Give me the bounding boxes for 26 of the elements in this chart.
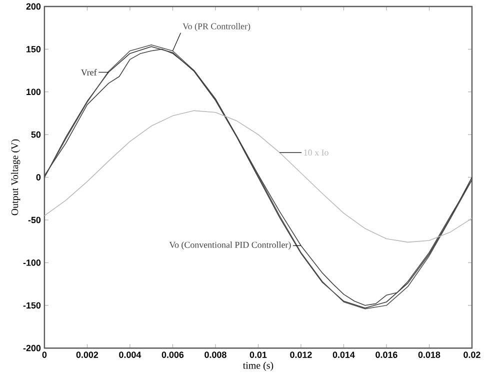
y-tick-label: 100 — [26, 88, 41, 96]
text: Vo (PR Controller) — [182, 22, 250, 32]
x-tick-label: 0.02 — [464, 352, 480, 358]
series-label: 10 x Io — [304, 149, 328, 156]
y-tick-label: -200 — [23, 344, 41, 352]
x-tick-label: 0.008 — [204, 352, 226, 358]
y-axis-title: Output Voltage (V) — [11, 139, 20, 216]
series-label: Vo (Conventional PID Controller) — [169, 242, 291, 250]
y-tick-label: 50 — [31, 131, 41, 138]
x-tick-label: 0 — [42, 352, 47, 358]
y-tick-label: -50 — [28, 216, 41, 224]
x-tick-label: 0.004 — [119, 352, 142, 358]
x-tick-label: 0.016 — [376, 352, 398, 358]
y-tick-label: 0 — [36, 174, 41, 180]
y-tick-label: 200 — [26, 3, 41, 10]
y-tick-label: -150 — [23, 302, 41, 309]
x-axis-title: time (s) — [242, 362, 274, 371]
x-tick-label: 0.012 — [290, 352, 312, 358]
series-label: Vref — [81, 68, 97, 76]
x-tick-label: 0.01 — [250, 352, 267, 358]
x-tick-label: 0.002 — [76, 352, 98, 358]
x-tick-label: 0.006 — [162, 352, 184, 358]
y-tick-label: -100 — [23, 259, 41, 266]
x-tick-label: 0.014 — [332, 352, 355, 358]
y-tick-label: 150 — [26, 46, 41, 52]
x-tick-label: 0.018 — [418, 352, 440, 358]
